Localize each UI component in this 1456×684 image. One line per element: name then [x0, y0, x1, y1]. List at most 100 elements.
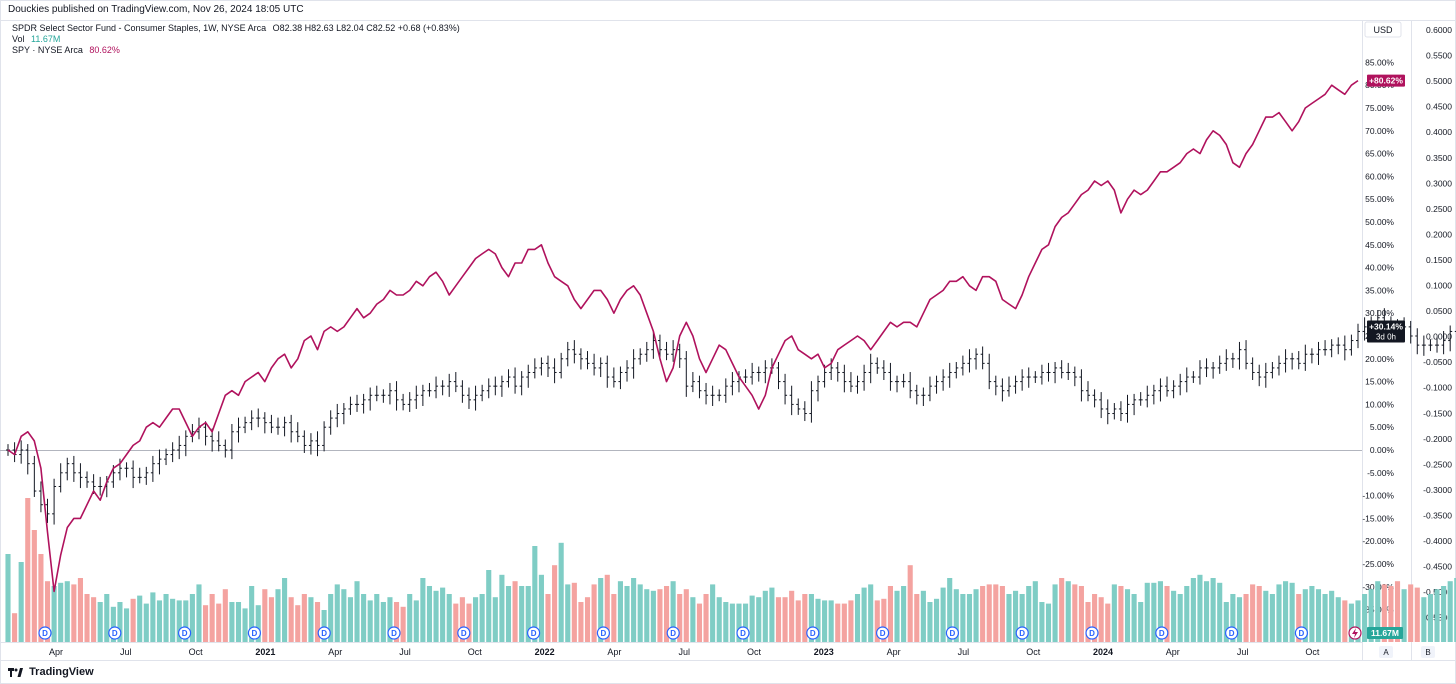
volume-bar [499, 574, 505, 642]
dividend-marker[interactable]: D [1224, 626, 1239, 640]
legend-compare-row[interactable]: SPY · NYSE Arca 80.62% [12, 45, 460, 56]
xlp-bar [1118, 401, 1123, 422]
volume-bar [841, 603, 847, 642]
volume-bar [222, 589, 228, 642]
xlp-bar [756, 366, 761, 382]
volume-bar [117, 602, 123, 642]
xlp-bar [816, 375, 820, 402]
secondary-tick: -0.2500 [1423, 459, 1452, 469]
volume-bar [1375, 581, 1381, 642]
volume-bar [1164, 586, 1170, 642]
dividend-marker[interactable]: D [1015, 626, 1029, 640]
xlp-bar [1145, 385, 1150, 408]
scale-button-b[interactable]: B [1421, 646, 1435, 658]
scale-button-a[interactable]: A [1379, 646, 1393, 658]
xlp-bar [1342, 335, 1347, 361]
xlp-bar [150, 455, 155, 482]
xlp-bar [355, 394, 360, 412]
time-tick: 2022 [535, 647, 555, 657]
dividend-marker[interactable]: D [457, 626, 471, 640]
dividend-marker[interactable]: D [666, 626, 680, 640]
dividend-marker[interactable]: D [1155, 626, 1169, 640]
xlp-bar [539, 357, 544, 376]
volume-bar [743, 603, 749, 642]
percent-tick: 20.00% [1365, 354, 1394, 364]
dividend-marker[interactable]: D [736, 626, 750, 640]
xlp-bar [315, 431, 320, 457]
volume-bar [650, 590, 656, 642]
volume-bar [1276, 584, 1282, 642]
volume-bar [282, 578, 288, 642]
volume-bar [64, 581, 70, 642]
xlp-bar [394, 381, 399, 411]
volume-bar [1454, 578, 1456, 642]
dividend-letter: D [112, 629, 118, 638]
dividend-marker[interactable]: D [247, 626, 261, 640]
legend-volume-row[interactable]: Vol 11.67M [12, 34, 460, 45]
dividend-marker[interactable]: D [38, 626, 52, 640]
dividend-marker[interactable]: D [317, 626, 331, 640]
xlp-bar [1039, 364, 1044, 385]
xlp-bar [631, 349, 636, 379]
volume-bar [1401, 589, 1407, 642]
time-tick: 2024 [1093, 647, 1113, 657]
volume-bar [1190, 578, 1196, 642]
volume-bar [393, 602, 400, 642]
volume-bar [571, 582, 577, 642]
xlp-bar [743, 369, 748, 383]
volume-bar [1098, 597, 1104, 642]
xlp-bar [341, 403, 346, 425]
dividend-marker[interactable]: D [806, 626, 820, 640]
percent-tick: 50.00% [1365, 217, 1394, 227]
volume-bar [861, 587, 867, 642]
dividend-marker[interactable]: D [1294, 626, 1309, 640]
xlp-bar [1428, 339, 1433, 352]
volume-bar [716, 597, 722, 642]
legend-symbol-row[interactable]: SPDR Select Sector Fund - Consumer Stapl… [12, 23, 460, 34]
volume-bar [631, 578, 637, 642]
xlp-bar [967, 349, 972, 373]
volume-bar [374, 594, 380, 642]
dividend-marker[interactable]: D [1085, 626, 1099, 640]
dividend-marker[interactable]: D [108, 626, 122, 640]
dividend-marker[interactable]: D [526, 626, 541, 640]
volume-bar [314, 602, 321, 642]
volume-bar [901, 586, 907, 642]
xlp-bar [605, 355, 610, 388]
secondary-tick: -0.4500 [1423, 562, 1452, 572]
volume-bar [466, 603, 472, 642]
secondary-tick: 0.1500 [1426, 255, 1452, 265]
volume-bar [143, 603, 149, 642]
xlp-bar [177, 435, 182, 460]
dividend-circle [806, 626, 820, 640]
volume-bar [12, 613, 18, 642]
currency-box[interactable] [1364, 21, 1402, 38]
xlp-bar [1191, 371, 1196, 383]
dividend-marker[interactable]: D [945, 626, 960, 640]
volume-bar [334, 584, 340, 642]
spy-compare-line[interactable] [7, 79, 1359, 593]
tradingview-brand[interactable]: TradingView [8, 666, 94, 678]
dividend-letter: D [880, 629, 886, 638]
time-tick: 2021 [255, 647, 275, 657]
secondary-tick: 0.1000 [1426, 281, 1452, 291]
xlp-bar [1013, 375, 1018, 394]
dividend-marker[interactable]: D [387, 626, 401, 640]
earnings-flash-marker[interactable] [1348, 626, 1362, 640]
dividend-marker[interactable]: D [596, 626, 611, 640]
xlp-bar [750, 362, 755, 385]
xlp-bar [526, 364, 531, 388]
dividend-marker[interactable]: D [875, 626, 890, 640]
dividend-circle [945, 626, 960, 640]
time-tick: Jul [399, 647, 411, 657]
volume-bar [387, 597, 393, 642]
dividend-marker[interactable]: D [178, 626, 192, 640]
volume-bar [953, 589, 959, 642]
volume-bar [1151, 582, 1157, 642]
xlp-bar [710, 385, 715, 406]
time-tick: Oct [468, 647, 483, 657]
xlp-bar [1112, 403, 1117, 420]
xlp-bar [216, 431, 221, 452]
